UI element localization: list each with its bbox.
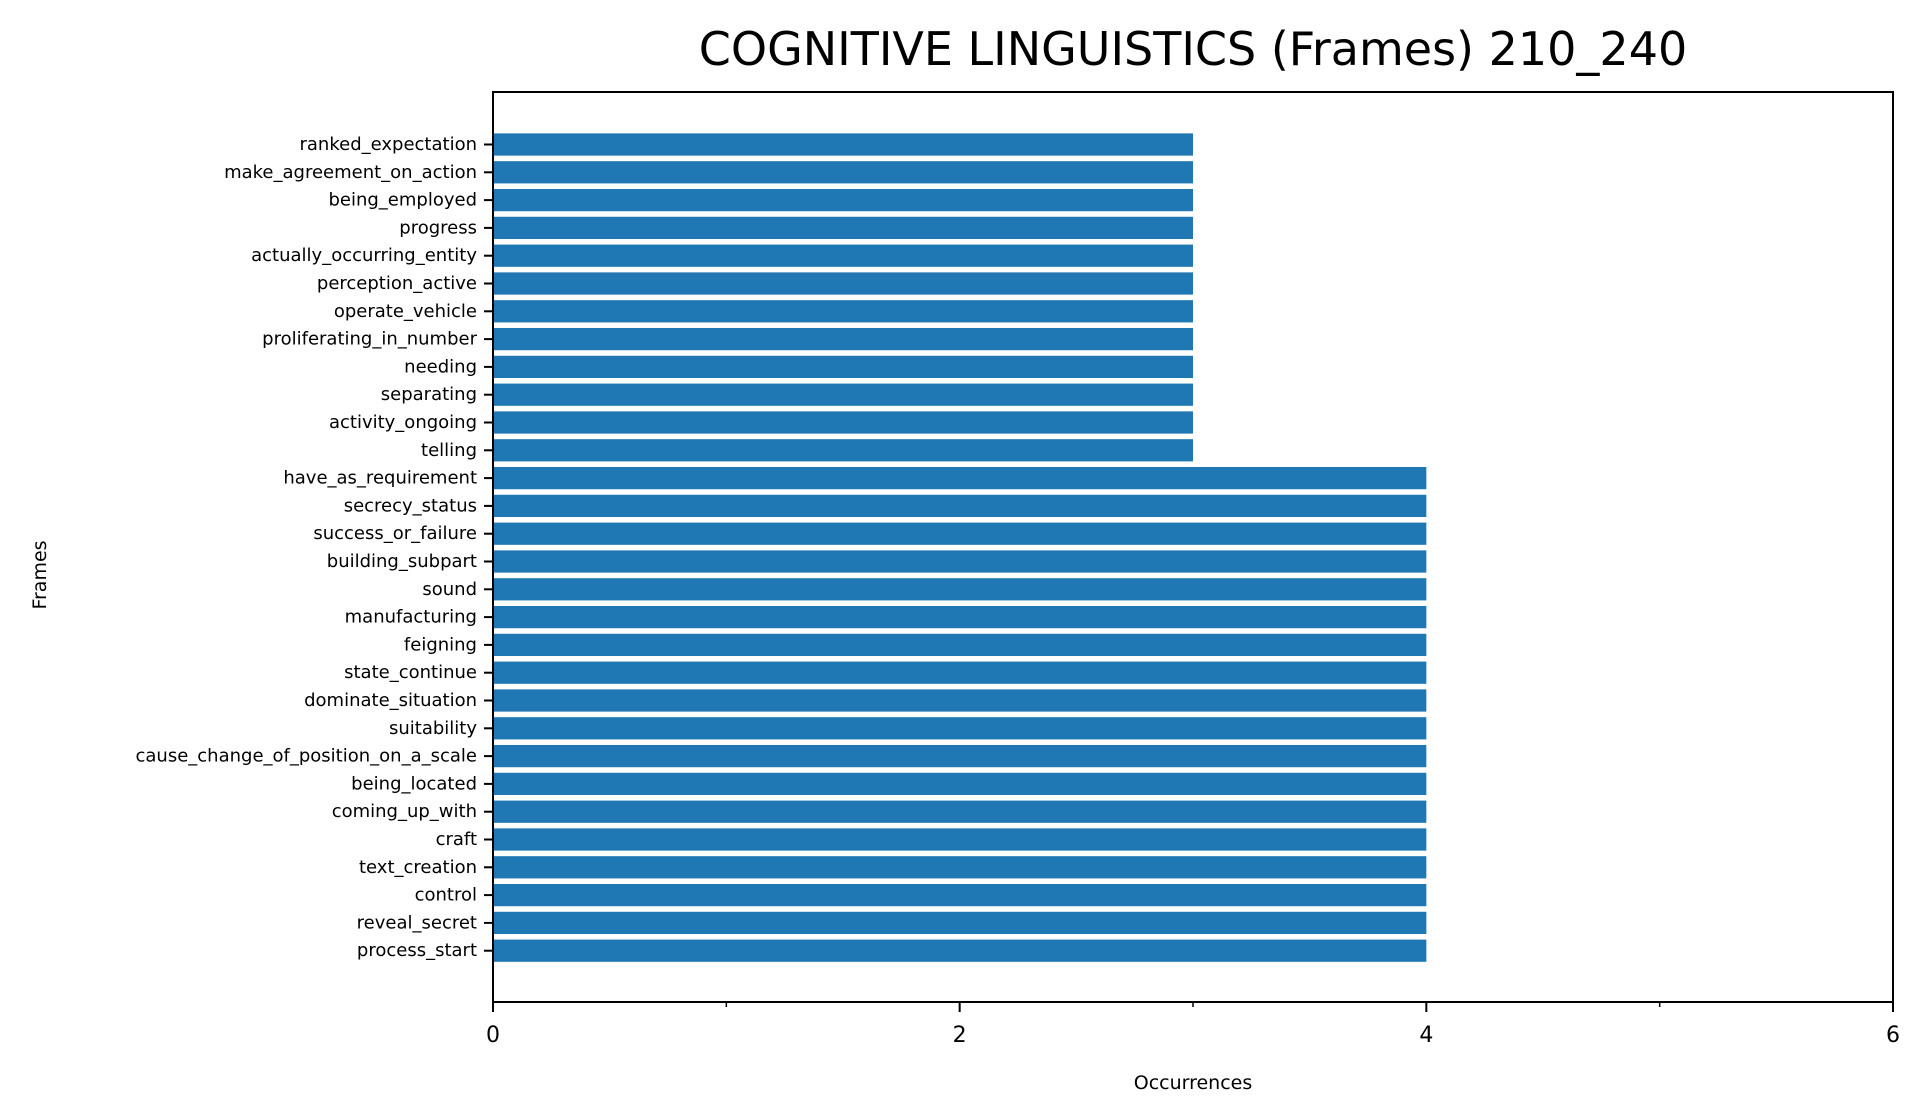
- bar: [493, 772, 1427, 796]
- y-tick-label: needing: [404, 356, 477, 377]
- y-tick-label: process_start: [357, 940, 477, 961]
- y-tick-label: ranked_expectation: [300, 134, 478, 155]
- plot-frame: [492, 91, 1894, 1003]
- bar: [493, 355, 1193, 379]
- bar: [493, 744, 1427, 768]
- y-tick-label: coming_up_with: [332, 801, 477, 822]
- y-tick-label: operate_vehicle: [334, 301, 477, 322]
- y-tick-label: building_subpart: [327, 551, 477, 572]
- y-tick-label: feigning: [404, 634, 477, 655]
- bar: [493, 327, 1193, 351]
- y-tick-label: craft: [436, 829, 477, 850]
- y-tick-label: cause_change_of_position_on_a_scale: [135, 746, 477, 767]
- y-tick-label: sound: [422, 579, 477, 600]
- bar: [493, 133, 1193, 156]
- x-tick-label: 2: [953, 1023, 967, 1048]
- bar: [493, 661, 1427, 684]
- bar: [493, 439, 1193, 462]
- y-tick-label: proliferating_in_number: [262, 329, 477, 350]
- bar: [493, 633, 1427, 657]
- bar: [493, 689, 1427, 712]
- bar: [493, 466, 1427, 490]
- bar: [493, 522, 1427, 545]
- y-tick-label: suitability: [389, 718, 477, 739]
- y-tick-label: being_employed: [328, 190, 477, 211]
- bar: [493, 383, 1193, 406]
- y-tick-label: reveal_secret: [357, 912, 477, 933]
- y-tick-label: actually_occurring_entity: [251, 245, 477, 266]
- y-tick-label: make_agreement_on_action: [224, 162, 477, 183]
- y-tick-label: progress: [399, 217, 477, 238]
- y-tick-label: perception_active: [317, 273, 477, 294]
- chart-title: COGNITIVE LINGUISTICS (Frames) 210_240: [698, 22, 1688, 76]
- y-tick-label: activity_ongoing: [329, 412, 477, 433]
- y-tick-label: being_located: [351, 773, 477, 794]
- bar: [493, 828, 1427, 851]
- bar: [493, 717, 1427, 740]
- bar: [493, 605, 1427, 629]
- x-tick-label: 0: [486, 1023, 500, 1048]
- bar: [493, 883, 1427, 907]
- y-tick-label: text_creation: [359, 857, 477, 878]
- y-tick-label: have_as_requirement: [283, 468, 477, 489]
- y-tick-label: dominate_situation: [304, 690, 477, 711]
- bar: [493, 578, 1427, 601]
- bar: [493, 494, 1427, 518]
- bar: [493, 216, 1193, 240]
- bar: [493, 911, 1427, 935]
- bar: [493, 188, 1193, 212]
- bar: [493, 411, 1193, 434]
- x-axis-label: Occurrences: [1133, 1072, 1253, 1094]
- bar: [493, 161, 1193, 184]
- x-tick-label: 6: [1886, 1023, 1900, 1048]
- bar: [493, 856, 1427, 879]
- y-tick-label: secrecy_status: [344, 495, 477, 516]
- bar: [493, 550, 1427, 573]
- x-tick-label: 4: [1419, 1023, 1433, 1048]
- bar: [493, 800, 1427, 823]
- y-tick-label: control: [415, 885, 477, 906]
- y-tick-label: success_or_failure: [313, 523, 477, 544]
- bar: [493, 244, 1193, 267]
- y-tick-label: separating: [381, 384, 477, 405]
- bar: [493, 939, 1427, 962]
- y-tick-label: state_continue: [344, 662, 477, 683]
- bar: [493, 300, 1193, 323]
- y-tick-label: manufacturing: [345, 607, 477, 628]
- bar: [493, 272, 1193, 295]
- y-tick-label: telling: [421, 440, 477, 461]
